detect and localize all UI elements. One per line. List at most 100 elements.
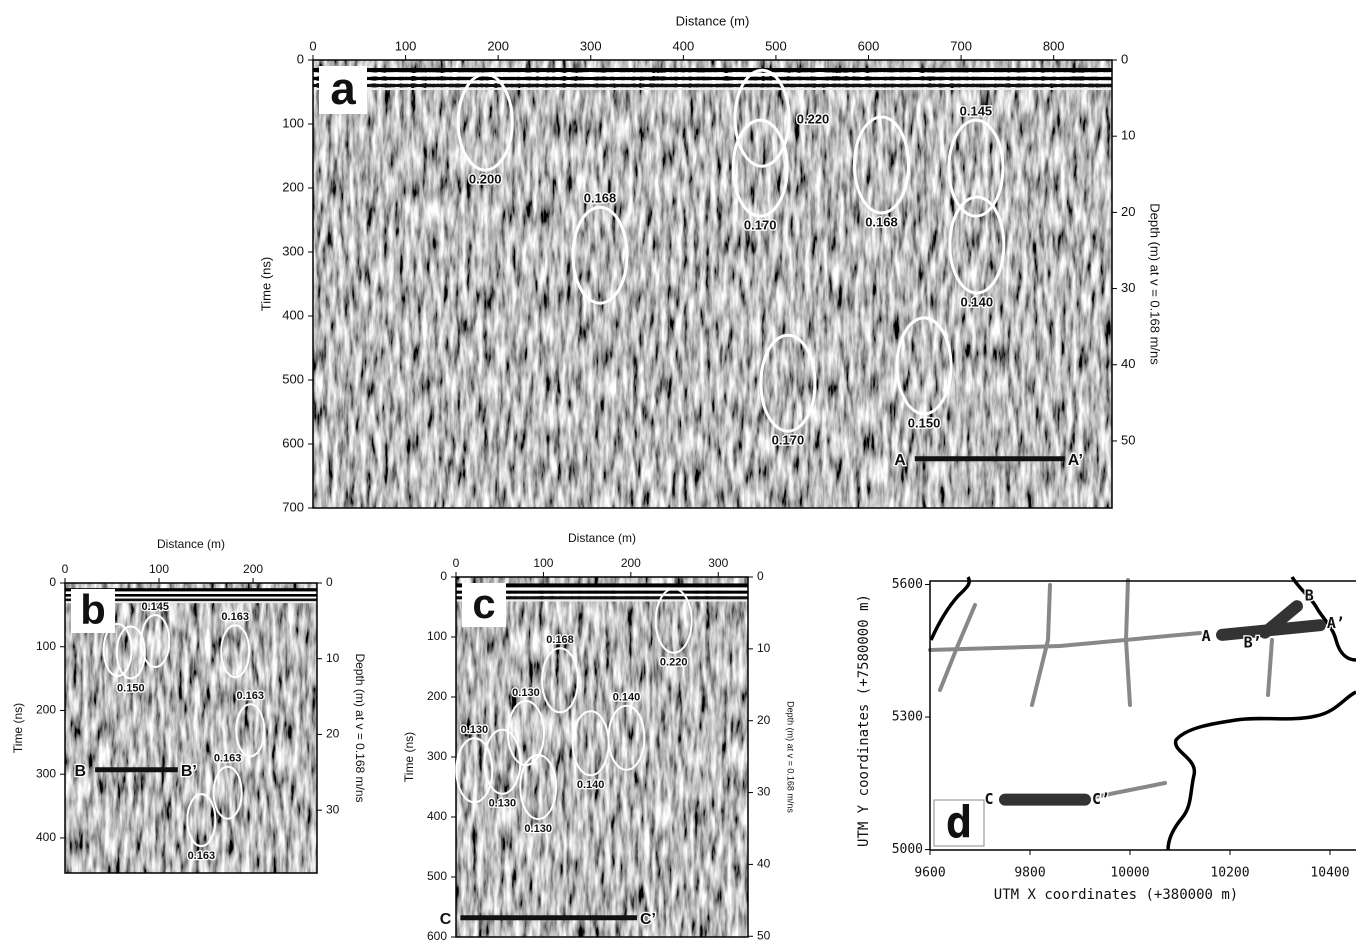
x-tick-label: 200 (487, 38, 509, 53)
y2-tick-label: 40 (757, 857, 771, 871)
y2-tick-label: 0 (757, 569, 764, 583)
x-tick-label: 200 (243, 562, 263, 576)
velocity-label: 0.145 (142, 601, 170, 613)
profile-label: A (894, 452, 906, 469)
profile-label: B (75, 763, 87, 780)
x-tick-label: 100 (149, 562, 169, 576)
velocity-label: 0.130 (489, 798, 517, 810)
velocity-label: 0.220 (660, 657, 688, 669)
x-tick-label: 9600 (914, 866, 945, 881)
survey-line (1126, 580, 1130, 705)
radargram-image (456, 577, 748, 937)
velocity-label: 0.145 (960, 104, 993, 119)
profile-label: B’ (181, 763, 197, 780)
x-tick-label: 300 (580, 38, 602, 53)
x-axis-title: UTM X coordinates (+380000 m) (994, 887, 1238, 903)
surface-band (313, 88, 1112, 90)
x-tick-label: 800 (1043, 38, 1065, 53)
velocity-label: 0.163 (236, 690, 264, 702)
velocity-label: 0.150 (908, 415, 941, 430)
panel-label: d (946, 797, 973, 848)
y2-tick-label: 10 (326, 651, 340, 665)
panel-label: c (472, 580, 495, 627)
velocity-label: 0.170 (772, 433, 805, 448)
panel: 0100200300400500600700800010020030040050… (258, 13, 1162, 514)
velocity-label: 0.168 (865, 214, 898, 229)
velocity-label: 0.140 (961, 294, 994, 309)
y-tick-label: 0 (297, 51, 304, 66)
y2-tick-label: 50 (1121, 432, 1135, 447)
profile-label: A’ (1327, 614, 1345, 632)
velocity-label: 0.140 (613, 692, 641, 704)
velocity-label: 0.170 (744, 218, 777, 233)
velocity-label: 0.168 (584, 191, 617, 206)
profile-label: B’ (1244, 633, 1262, 651)
x-tick-label: 10000 (1110, 866, 1149, 881)
y-tick-label: 300 (282, 243, 304, 258)
velocity-label: 0.130 (512, 687, 540, 699)
profile-label: C (984, 790, 993, 808)
x-tick-label: 100 (395, 38, 417, 53)
y2-tick-label: 20 (1121, 204, 1135, 219)
y-tick-label: 100 (282, 115, 304, 130)
y-tick-label: 200 (36, 703, 56, 717)
y-tick-label: 200 (282, 179, 304, 194)
y-axis-title: Time (ns) (258, 257, 273, 311)
y2-tick-label: 10 (757, 641, 771, 655)
velocity-label: 0.150 (117, 682, 145, 694)
velocity-label: 0.130 (461, 724, 489, 736)
velocity-label: 0.130 (524, 823, 552, 835)
velocity-label: 0.200 (469, 172, 502, 187)
x-tick-label: 9800 (1014, 866, 1045, 881)
y-tick-label: 500 (427, 869, 447, 883)
profile-label: A’ (1068, 452, 1083, 469)
y-tick-label: 0 (440, 569, 447, 583)
y-tick-label: 400 (36, 830, 56, 844)
y-tick-label: 0 (49, 575, 56, 589)
profile-label: A (1202, 627, 1211, 645)
y2-tick-label: 50 (757, 928, 771, 942)
coastline (1168, 692, 1356, 850)
velocity-label: 0.163 (188, 850, 216, 862)
x-axis-title: Distance (m) (676, 13, 750, 28)
y-tick-label: 100 (427, 629, 447, 643)
y2-tick-label: 30 (1121, 280, 1135, 295)
y2-tick-label: 40 (1121, 356, 1135, 371)
x-tick-label: 300 (708, 556, 728, 570)
y2-tick-label: 0 (326, 575, 333, 589)
y-tick-label: 5600 (892, 577, 923, 592)
y-tick-label: 5300 (892, 710, 923, 725)
profile-label: C’ (1092, 790, 1110, 808)
velocity-label: 0.163 (214, 753, 242, 765)
x-axis-title: Distance (m) (157, 537, 225, 551)
surface-band (313, 77, 1112, 80)
y-axis-title: Time (ns) (11, 703, 25, 753)
y2-axis-title: Depth (m) at v = 0.168 m/ns (786, 701, 796, 813)
surface-band (313, 68, 1112, 72)
y2-tick-label: 10 (1121, 128, 1135, 143)
coastlines (931, 577, 1356, 850)
x-tick-label: 100 (533, 556, 553, 570)
y2-tick-label: 20 (326, 727, 340, 741)
velocity-label: 0.168 (546, 634, 574, 646)
velocity-label: 0.220 (797, 112, 830, 127)
y2-tick-label: 30 (757, 785, 771, 799)
x-tick-label: 400 (672, 38, 694, 53)
y2-axis-title: Depth (m) at v = 0.168 m/ns (353, 653, 367, 802)
figure: 0100200300400500600700800010020030040050… (0, 0, 1356, 942)
panel: 96009800100001020010400500053005600UTM X… (856, 577, 1356, 903)
y-axis-title: UTM Y coordinates (+7580000 m) (856, 594, 872, 847)
y-tick-label: 100 (36, 639, 56, 653)
y-tick-label: 300 (36, 766, 56, 780)
surface-band (313, 81, 1112, 83)
x-tick-label: 600 (858, 38, 880, 53)
surface-band (313, 73, 1112, 76)
y-tick-label: 300 (427, 749, 447, 763)
x-tick-label: 700 (950, 38, 972, 53)
velocity-label: 0.140 (577, 779, 605, 791)
y-tick-label: 500 (282, 371, 304, 386)
y-tick-label: 5000 (892, 842, 923, 857)
velocity-label: 0.163 (221, 611, 249, 623)
y2-tick-label: 30 (326, 802, 340, 816)
